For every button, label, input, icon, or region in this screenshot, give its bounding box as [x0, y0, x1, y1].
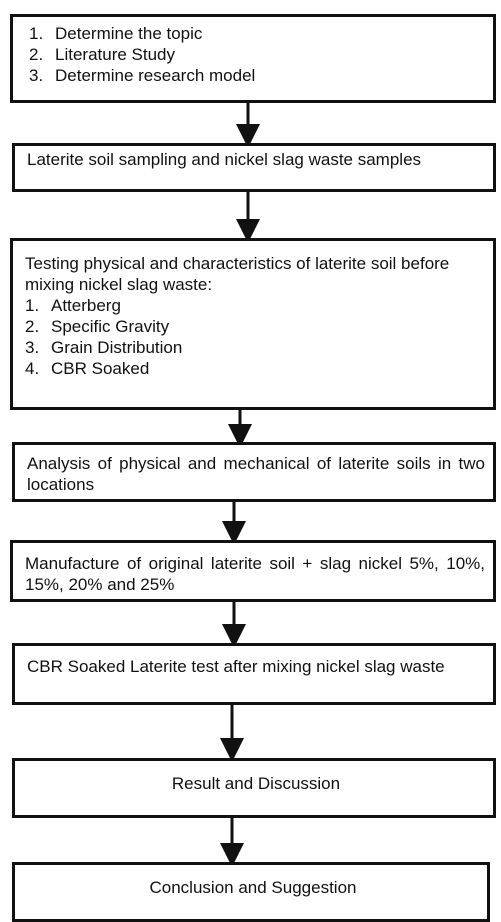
- list-item: 4. CBR Soaked: [25, 358, 485, 379]
- step-box: Testing physical and characteristics of …: [10, 238, 496, 410]
- step-box: Analysis of physical and mechanical of l…: [12, 442, 496, 502]
- step-box: CBR Soaked Laterite test after mixing ni…: [12, 643, 496, 705]
- step-text: Testing physical and characteristics of …: [25, 254, 450, 294]
- list-item: 1. Atterberg: [25, 295, 485, 316]
- item-text: Grain Distribution: [51, 338, 183, 357]
- step-box: Result and Discussion: [12, 758, 496, 818]
- item-text: CBR Soaked: [51, 359, 150, 378]
- step-text: Laterite soil sampling and nickel slag w…: [27, 150, 422, 169]
- step-text: Analysis of physical and mechanical of l…: [27, 454, 485, 494]
- item-text: Determine research model: [55, 66, 256, 85]
- item-number: 1.: [29, 24, 44, 43]
- item-text: Atterberg: [51, 296, 121, 315]
- step-box: Manufacture of original laterite soil + …: [10, 540, 496, 602]
- item-text: Determine the topic: [55, 24, 203, 43]
- list-item: 2. Literature Study: [25, 44, 485, 65]
- item-number: 3.: [25, 338, 40, 357]
- item-number: 4.: [25, 359, 40, 378]
- item-number: 2.: [29, 45, 44, 64]
- step-text: Result and Discussion: [171, 774, 341, 793]
- item-number: 2.: [25, 317, 40, 336]
- list-item: 3. Grain Distribution: [25, 337, 485, 358]
- step-text: CBR Soaked Laterite test after mixing ni…: [27, 657, 445, 676]
- list-item: 1. Determine the topic: [25, 23, 485, 44]
- item-text: Literature Study: [55, 45, 176, 64]
- list-item: 2. Specific Gravity: [25, 316, 485, 337]
- step-text: Conclusion and Suggestion: [149, 878, 357, 897]
- step-box: Conclusion and Suggestion: [12, 862, 490, 922]
- item-number: 3.: [29, 66, 44, 85]
- step-box: 1. Determine the topic 2. Literature Study…: [10, 14, 496, 103]
- step-text: Manufacture of original laterite soil + …: [25, 554, 485, 594]
- step-box: Laterite soil sampling and nickel slag w…: [12, 143, 496, 192]
- list-item: 3. Determine research model: [25, 65, 485, 86]
- item-number: 1.: [25, 296, 40, 315]
- item-text: Specific Gravity: [51, 317, 170, 336]
